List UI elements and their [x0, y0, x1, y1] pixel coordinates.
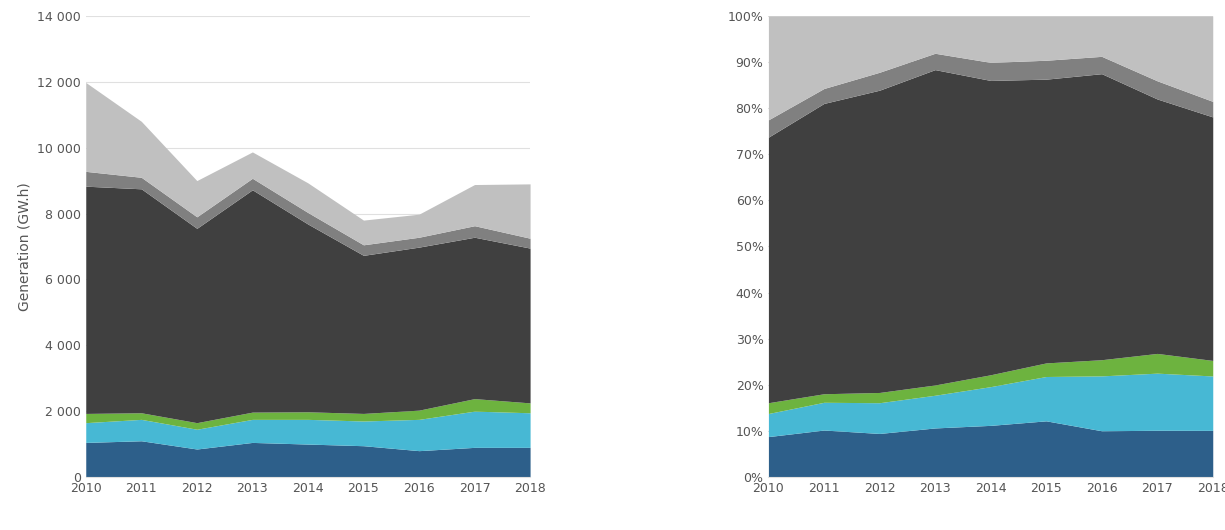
Legend: Natural Gas, Petroleum, Coal and Coke, Biomass / Geothermal, Wind, Hydro: Natural Gas, Petroleum, Coal and Coke, B… [544, 173, 720, 320]
Y-axis label: Generation (GW.h): Generation (GW.h) [17, 182, 32, 311]
